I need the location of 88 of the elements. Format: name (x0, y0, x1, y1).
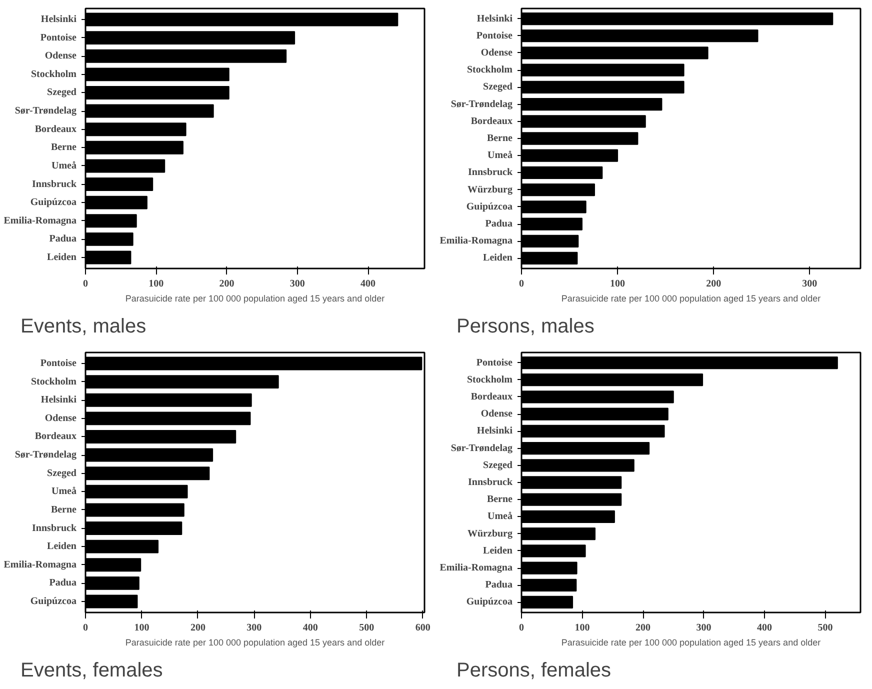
y-tick-label: Leiden (483, 545, 513, 556)
y-tick-label: Berne (50, 504, 78, 516)
y-tick-label: Bordeaux (34, 431, 76, 442)
y-tick-label: Guipúzcoa (30, 197, 77, 208)
x-tick-label: 600 (415, 622, 430, 634)
x-tick-label: 500 (359, 622, 374, 634)
y-tick-label: Pontoise (476, 30, 514, 42)
y-tick-label: Emilia-Romagna (4, 215, 77, 226)
y-tick-label: Helsinki (40, 394, 77, 406)
y-tick-label: Odense (44, 412, 78, 424)
y-tick-label: Szeged (483, 82, 513, 93)
y-tick-label: Padua (485, 218, 513, 230)
y-tick-label: Odense (480, 47, 514, 58)
y-tick-label: Leiden (47, 541, 77, 552)
y-tick-label: Helsinki (476, 426, 513, 437)
y-tick-label: Sør-Trøndelag (14, 450, 77, 461)
y-tick-label: Pontoise (40, 32, 78, 44)
x-tick-label: 100 (574, 622, 590, 634)
y-tick-label: Umeå (52, 486, 77, 498)
x-tick-label: 200 (706, 278, 722, 290)
y-tick-label: Odense (480, 408, 514, 420)
y-tick-label: Guipúzcoa (466, 596, 513, 608)
y-tick-label: Stockholm (466, 374, 514, 386)
x-tick-label: 400 (302, 622, 318, 634)
y-tick-label: Sør-Trøndelag (450, 98, 513, 110)
y-tick-label: Umeå (52, 160, 77, 172)
y-tick-label: Sør-Trøndelag (450, 442, 513, 454)
y-tick-label: Sør-Trøndelag (14, 106, 77, 117)
y-tick-label: Berne (50, 142, 78, 154)
y-tick-label: Emilia-Romagna (440, 236, 513, 247)
y-tick-label: Bordeaux (470, 116, 512, 127)
x-tick-label: 0 (83, 278, 88, 290)
y-tick-label: Guipúzcoa (466, 201, 513, 212)
x-tick-label: 100 (134, 622, 150, 634)
text: Events, females (20, 660, 163, 682)
y-tick-label: Umeå (488, 150, 513, 162)
y-tick-label: Szeged (483, 460, 513, 471)
x-axis-title: Parasuicide rate per 100 000 population aged 15 years and older (561, 638, 821, 648)
y-tick-label: Emilia-Romagna (4, 559, 77, 570)
x-tick-label: 200 (219, 278, 234, 290)
y-tick-label: Innsbruck (32, 178, 77, 190)
text: Persons, females (456, 660, 612, 682)
y-tick-label: Emilia-Romagna (440, 562, 513, 574)
x-tick-label: 0 (519, 278, 524, 290)
x-tick-label: 0 (519, 622, 524, 634)
y-tick-label: Würzburg (468, 528, 512, 540)
y-tick-label: Szeged (47, 87, 77, 98)
y-tick-label: Padua (49, 578, 77, 589)
x-tick-label: 400 (360, 278, 376, 290)
y-tick-label: Umeå (488, 511, 513, 522)
y-tick-label: Stockholm (30, 376, 78, 388)
text: Events, males (20, 316, 146, 338)
y-tick-label: Stockholm (466, 64, 514, 76)
x-tick-label: 300 (290, 278, 305, 290)
y-tick-label: Odense (44, 50, 78, 62)
y-tick-label: Bordeaux (34, 124, 76, 135)
x-tick-label: 500 (818, 622, 833, 634)
y-tick-label: Szeged (47, 468, 77, 479)
x-tick-label: 200 (636, 622, 651, 634)
y-tick-label: Pontoise (40, 358, 78, 369)
y-tick-label: Padua (49, 234, 77, 245)
y-tick-label: Leiden (47, 252, 77, 264)
y-tick-label: Berne (486, 133, 514, 144)
y-tick-label: Helsinki (476, 13, 513, 24)
y-tick-label: Padua (485, 580, 513, 591)
x-tick-label: 400 (757, 622, 772, 634)
y-tick-label: Würzburg (468, 184, 512, 196)
x-tick-label: 200 (190, 622, 206, 634)
y-tick-label: Pontoise (476, 357, 514, 368)
x-tick-label: 0 (83, 622, 88, 634)
y-tick-label: Berne (486, 494, 514, 506)
y-tick-label: Guipúzcoa (30, 596, 77, 608)
x-tick-label: 300 (246, 622, 262, 634)
x-tick-label: 300 (802, 278, 818, 290)
y-tick-label: Bordeaux (470, 391, 512, 402)
x-tick-label: 100 (148, 278, 164, 290)
y-tick-label: Stockholm (30, 68, 78, 80)
y-tick-label: Leiden (483, 252, 513, 264)
x-tick-label: 100 (610, 278, 626, 290)
y-tick-label: Innsbruck (468, 477, 513, 488)
y-tick-label: Innsbruck (468, 167, 513, 178)
x-tick-label: 300 (696, 622, 712, 634)
y-tick-label: Innsbruck (32, 522, 77, 534)
x-axis-title: Parasuicide rate per 100 000 population aged 15 years and older (561, 294, 821, 304)
y-tick-label: Helsinki (40, 14, 77, 25)
text: Persons, males (456, 316, 594, 338)
x-axis-title: Parasuicide rate per 100 000 population aged 15 years and older (125, 294, 385, 304)
x-axis-title: Parasuicide rate per 100 000 population aged 15 years and older (125, 638, 385, 648)
